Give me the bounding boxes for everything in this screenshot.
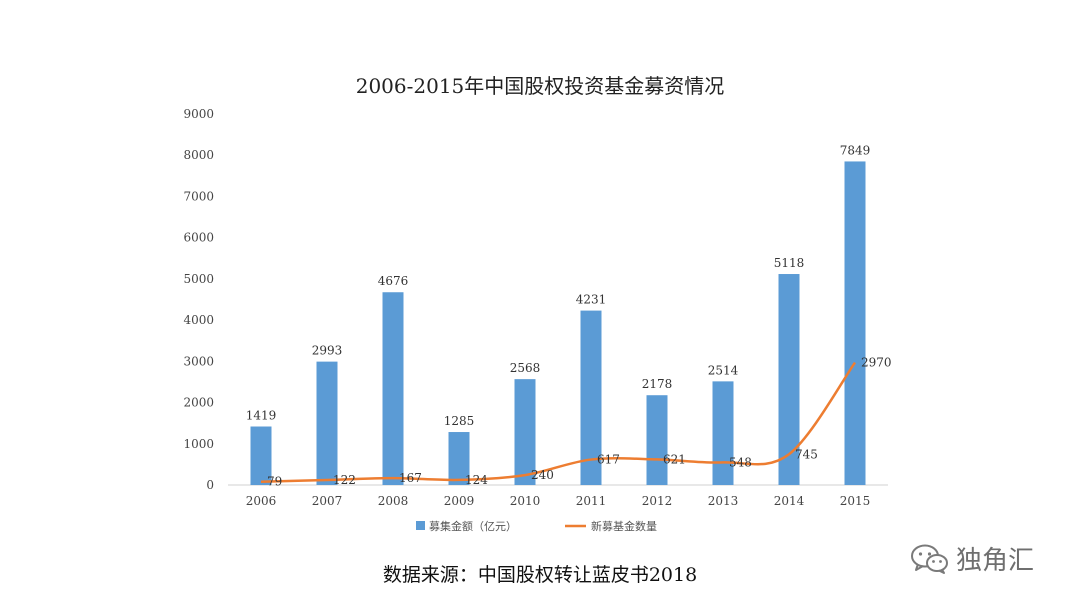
bar-value-label: 1285 <box>444 414 475 428</box>
y-tick-label: 2000 <box>183 396 214 410</box>
bar-value-label: 2178 <box>642 377 673 391</box>
x-tick-label: 2014 <box>774 494 805 508</box>
bar-value-label: 7849 <box>840 143 871 157</box>
x-tick-label: 2009 <box>444 494 475 508</box>
legend-label-line: 新募基金数量 <box>591 519 657 533</box>
y-tick-label: 9000 <box>183 107 214 121</box>
bar <box>250 426 272 485</box>
legend-label-bar: 募集金额（亿元） <box>429 519 517 533</box>
bar-value-label: 4231 <box>576 293 607 307</box>
bar <box>382 292 404 485</box>
line-value-label: 617 <box>597 453 620 467</box>
x-tick-label: 2010 <box>510 494 541 508</box>
line-value-label: 79 <box>267 475 282 489</box>
x-tick-label: 2006 <box>246 494 277 508</box>
line-value-label: 124 <box>465 473 488 487</box>
y-tick-label: 7000 <box>183 189 214 203</box>
bar-value-label: 2993 <box>312 344 343 358</box>
bar <box>712 381 734 485</box>
line-value-label: 122 <box>333 473 356 487</box>
line-value-label: 621 <box>663 452 686 466</box>
y-tick-label: 0 <box>206 478 214 492</box>
x-tick-label: 2008 <box>378 494 409 508</box>
y-tick-label: 3000 <box>183 354 214 368</box>
bar-series <box>250 161 866 485</box>
wechat-logo-icon <box>911 544 948 574</box>
bar <box>316 361 338 485</box>
bar-value-label: 1419 <box>246 409 277 423</box>
chart-title: 2006-2015年中国股权投资基金募资情况 <box>356 74 725 98</box>
y-tick-label: 5000 <box>183 272 214 286</box>
legend-swatch-bar <box>416 521 425 530</box>
bar <box>646 395 668 485</box>
y-tick-label: 6000 <box>183 231 214 245</box>
x-tick-label: 2015 <box>840 494 871 508</box>
data-source-note: 数据来源：中国股权转让蓝皮书2018 <box>382 564 698 586</box>
y-tick-label: 8000 <box>183 148 214 162</box>
bar <box>580 310 602 485</box>
bar-value-label: 4676 <box>378 274 409 288</box>
x-axis: 2006 2007 2008 2009 2010 2011 2012 2013 2014 2015 <box>246 494 871 508</box>
y-tick-label: 1000 <box>183 437 214 451</box>
x-tick-label: 2007 <box>312 494 343 508</box>
line-data-labels: 79 122 167 124 240 617 621 548 745 2970 <box>267 356 892 489</box>
bar <box>844 161 866 485</box>
y-axis: 0 1000 2000 3000 4000 5000 6000 7000 8000 9000 <box>183 107 214 492</box>
bar <box>448 432 470 485</box>
x-tick-label: 2012 <box>642 494 673 508</box>
watermark: 独角汇 <box>910 540 1034 577</box>
line-value-label: 2970 <box>861 356 892 370</box>
legend: 募集金额（亿元） 新募基金数量 <box>416 519 657 533</box>
line-value-label: 548 <box>729 455 752 469</box>
x-tick-label: 2011 <box>576 494 607 508</box>
bar-value-label: 2514 <box>708 363 739 377</box>
line-series <box>260 361 857 483</box>
bar-data-labels: 1419 2993 4676 1285 2568 4231 2178 2514 5118 7849 <box>246 143 871 428</box>
bar <box>778 274 800 485</box>
line-value-label: 745 <box>795 447 818 461</box>
y-tick-label: 4000 <box>183 313 214 327</box>
line-value-label: 240 <box>531 468 554 482</box>
line-value-label: 167 <box>399 471 422 485</box>
bar-value-label: 2568 <box>510 361 541 375</box>
watermark-text: 独角汇 <box>956 546 1035 576</box>
x-tick-label: 2013 <box>708 494 739 508</box>
bar-value-label: 5118 <box>774 256 805 270</box>
bar <box>514 379 536 485</box>
